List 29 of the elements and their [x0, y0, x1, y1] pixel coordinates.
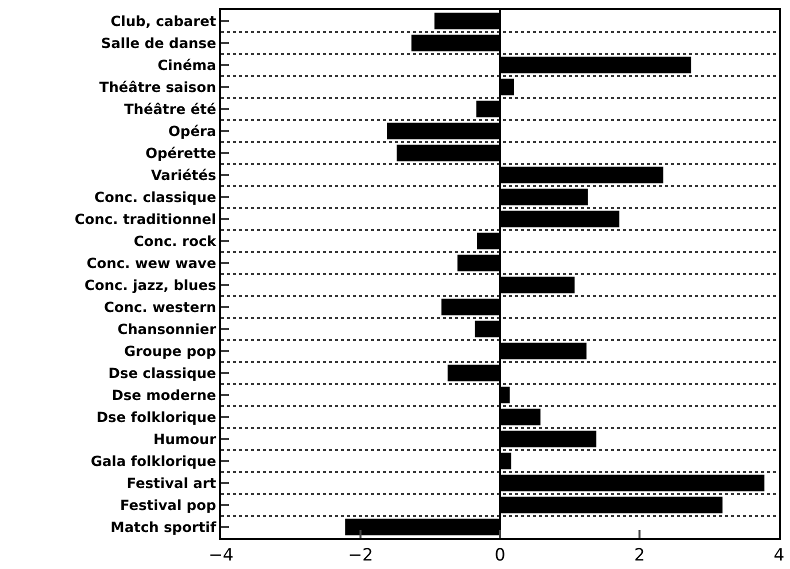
y-tick-label: Conc. rock [134, 234, 217, 250]
x-tick-label: 2 [634, 545, 645, 566]
y-tick-label: Théâtre été [124, 102, 216, 118]
y-tick-label: Opérette [145, 146, 216, 162]
x-tick-label: −4 [208, 545, 234, 566]
x-tick-label: 0 [494, 545, 506, 566]
y-tick-label: Dse folklorique [96, 410, 216, 426]
x-tick-label: −2 [348, 545, 374, 566]
y-tick-label: Conc. western [104, 300, 216, 316]
y-tick-label: Conc. wew wave [86, 256, 216, 272]
y-tick-label: Festival art [126, 476, 217, 492]
y-tick-label: Variétés [150, 168, 216, 184]
y-tick-label: Théâtre saison [99, 80, 216, 96]
y-tick-label: Dse moderne [112, 388, 216, 404]
y-tick-label: Dse classique [108, 366, 216, 382]
y-tick-label: Match sportif [110, 520, 218, 536]
y-tick-label: Groupe pop [124, 344, 216, 360]
x-tick-label: 4 [774, 545, 784, 566]
y-tick-label: Gala folklorique [90, 454, 216, 470]
y-tick-label: Chansonnier [117, 322, 216, 338]
y-tick-label: Conc. classique [94, 190, 216, 206]
y-tick-label: Conc. traditionnel [74, 212, 216, 228]
y-tick-label: Conc. jazz, blues [84, 278, 216, 294]
y-tick-label: Salle de danse [101, 36, 216, 52]
y-tick-label: Opéra [168, 124, 216, 140]
y-tick-label: Club, cabaret [110, 14, 217, 30]
y-tick-label: Humour [153, 432, 216, 448]
y-tick-label: Festival pop [120, 498, 216, 514]
y-tick-label: Cinéma [158, 58, 216, 74]
